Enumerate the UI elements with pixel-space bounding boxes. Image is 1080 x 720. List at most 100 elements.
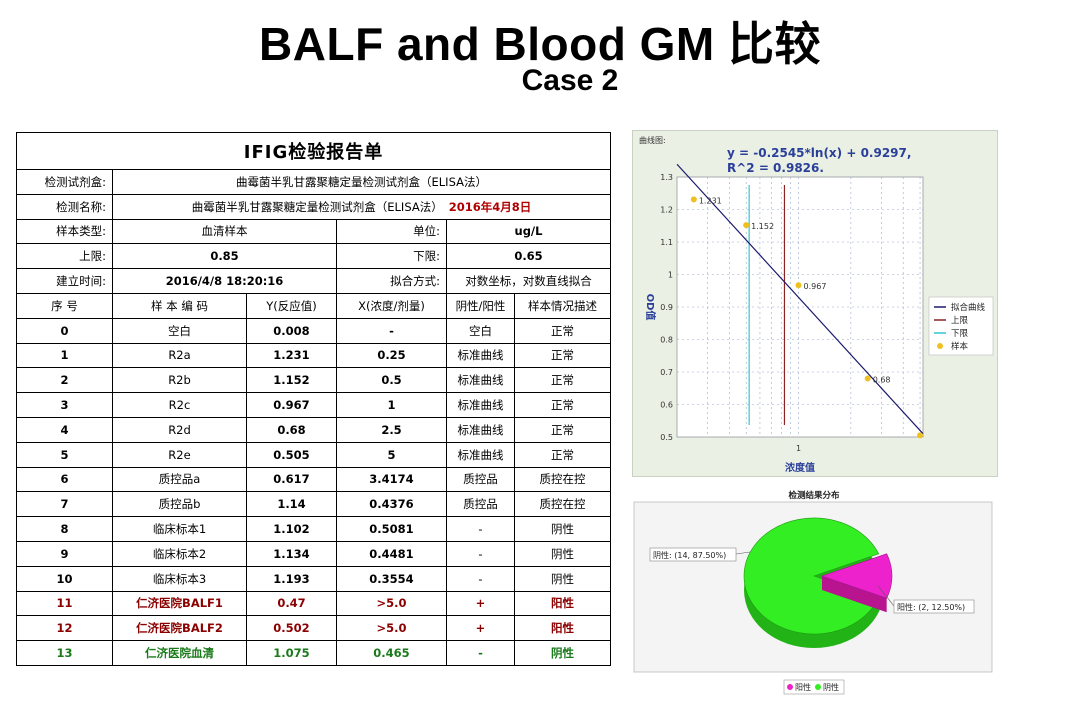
y-tick-label: 0.7 — [660, 368, 673, 377]
table-cell: 0.3554 — [336, 565, 447, 592]
table-cell: + — [446, 615, 515, 642]
fit-value: 对数坐标，对数直线拟合 — [446, 268, 611, 294]
table-cell: R2c — [112, 392, 247, 418]
lower-label: 下限: — [336, 243, 447, 270]
table-cell: 正常 — [514, 317, 611, 344]
table-cell: 3.4174 — [336, 466, 447, 493]
y-tick-label: 1.1 — [660, 238, 673, 247]
unit-value: ug/L — [446, 218, 611, 245]
table-cell: 0.4376 — [336, 491, 447, 518]
fit-r-squared: R^2 = 0.9826. — [727, 161, 824, 175]
table-cell: 0.465 — [336, 640, 447, 666]
table-cell: - — [336, 317, 447, 344]
col-header: 样本情况描述 — [514, 292, 611, 319]
table-cell: R2e — [112, 441, 247, 468]
table-cell: 0.5081 — [336, 516, 447, 542]
table-cell: 2.5 — [336, 416, 447, 443]
table-cell: 1.193 — [246, 565, 337, 592]
table-cell: 2 — [16, 367, 113, 394]
fit-label: 拟合方式: — [336, 268, 447, 294]
table-cell: 质控品 — [446, 466, 515, 493]
lower-value: 0.65 — [446, 243, 611, 270]
table-cell: 阳性 — [514, 590, 611, 617]
table-cell: - — [446, 640, 515, 666]
table-cell: >5.0 — [336, 590, 447, 617]
table-cell: 12 — [16, 615, 113, 642]
kit-value: 曲霉菌半乳甘露聚糖定量检测试剂盒（ELISA法） — [112, 169, 611, 195]
table-cell: 1 — [336, 392, 447, 418]
name-label: 检测名称: — [16, 193, 113, 220]
unit-label: 单位: — [336, 218, 447, 245]
created-value: 2016/4/8 18:20:16 — [112, 268, 337, 294]
col-header: Y(反应值) — [246, 292, 337, 319]
sample-point — [743, 222, 750, 229]
result-distribution-panel: 检测结果分布 阴性: (14, 87.50%) 阳性: (2, 12.50%) 阳性 阴… — [632, 490, 996, 700]
table-cell: 临床标本1 — [112, 516, 247, 542]
pie-label-negative: 阴性: (14, 87.50%) — [653, 550, 726, 560]
table-cell: - — [446, 540, 515, 567]
sample-point — [917, 432, 924, 439]
table-cell: 正常 — [514, 392, 611, 418]
table-row: 13 仁济医院血清 1.075 0.465- 阴性 — [16, 640, 611, 666]
table-cell: 仁济医院BALF2 — [112, 615, 247, 642]
table-cell: 11 — [16, 590, 113, 617]
legend-entry: 样本 — [951, 341, 969, 352]
pie-leader-line — [735, 551, 751, 555]
table-cell: 质控品b — [112, 491, 247, 518]
table-row: 11 仁济医院BALF1 0.47 >5.0 + 阳性 — [16, 590, 611, 617]
col-header: 序 号 — [16, 292, 113, 319]
table-cell: 0.68 — [246, 416, 337, 443]
sample-type-value: 血清样本 — [112, 218, 337, 245]
pie-legend-entry: 阴性 — [823, 682, 839, 692]
table-row: 2 R2b 1.152 0.5 标准曲线 正常 — [16, 367, 611, 394]
table-cell: 临床标本3 — [112, 565, 247, 592]
name-value: 曲霉菌半乳甘露聚糖定量检测试剂盒（ELISA法） — [191, 199, 443, 214]
legend-entry: 拟合曲线 — [951, 302, 986, 313]
created-label: 建立时间: — [16, 268, 113, 294]
table-cell: 7 — [16, 491, 113, 518]
table-cell: 0.25 — [336, 342, 447, 369]
pie-slice-positive — [821, 553, 893, 599]
name-date: 2016年4月8日 — [448, 199, 532, 214]
table-cell: 6 — [16, 466, 113, 493]
table-cell: 10 — [16, 565, 113, 592]
table-cell: 标准曲线 — [446, 416, 515, 443]
legend-entry: 下限 — [951, 329, 969, 339]
pie-slice-negative — [743, 517, 880, 635]
table-row: 1 R2a 1.231 0.25 标准曲线 正常 — [16, 342, 611, 369]
upper-value: 0.85 — [112, 243, 337, 270]
table-row: 8 临床标本1 1.102 0.5081- 阴性 — [16, 516, 611, 542]
table-cell: 1.102 — [246, 516, 337, 542]
table-cell: 空白 — [446, 317, 515, 344]
report-table: IFIG检验报告单 检测试剂盒: 曲霉菌半乳甘露聚糖定量检测试剂盒（ELISA法… — [16, 132, 611, 666]
standard-curve-chart: 曲线图: y = -0.2545*ln(x) + 0.9297,R^2 = 0.9… — [639, 135, 994, 474]
table-cell: 5 — [16, 441, 113, 468]
table-cell: 标准曲线 — [446, 392, 515, 418]
table-row: 0 空白 0.008- 空白 正常 — [16, 317, 611, 344]
table-cell: R2d — [112, 416, 247, 443]
table-cell: 正常 — [514, 416, 611, 443]
kit-label: 检测试剂盒: — [16, 169, 113, 195]
table-cell: 正常 — [514, 367, 611, 394]
table-cell: 4 — [16, 416, 113, 443]
y-tick-label: 0.8 — [660, 336, 673, 345]
pie-side-positive — [822, 576, 887, 613]
table-row: 10 临床标本3 1.193 0.3554- 阴性 — [16, 565, 611, 592]
table-cell: 正常 — [514, 342, 611, 369]
x-axis-label: 浓度值 — [785, 461, 815, 474]
table-cell: 质控在控 — [514, 491, 611, 518]
fit-equation: y = -0.2545*ln(x) + 0.9297, — [727, 146, 911, 160]
page-title: BALF and Blood GM 比较 — [259, 18, 821, 70]
table-cell: + — [446, 590, 515, 617]
pie-label-positive: 阳性: (2, 12.50%) — [897, 602, 965, 612]
standard-curve-panel: 曲线图: y = -0.2545*ln(x) + 0.9297, R^2 = 0.9… — [632, 130, 998, 477]
table-row: 12 仁济医院BALF2 0.502 >5.0 + 阳性 — [16, 615, 611, 642]
col-header: X(浓度/剂量) — [336, 292, 447, 319]
y-axis-label: OD值 — [644, 294, 657, 321]
table-cell: 0.502 — [246, 615, 337, 642]
pie-label-box — [893, 599, 975, 614]
table-cell: 阴性 — [514, 540, 611, 567]
data-label: 1.152 — [751, 222, 774, 231]
sample-type-label: 样本类型: — [16, 218, 113, 245]
table-cell: 标准曲线 — [446, 342, 515, 369]
